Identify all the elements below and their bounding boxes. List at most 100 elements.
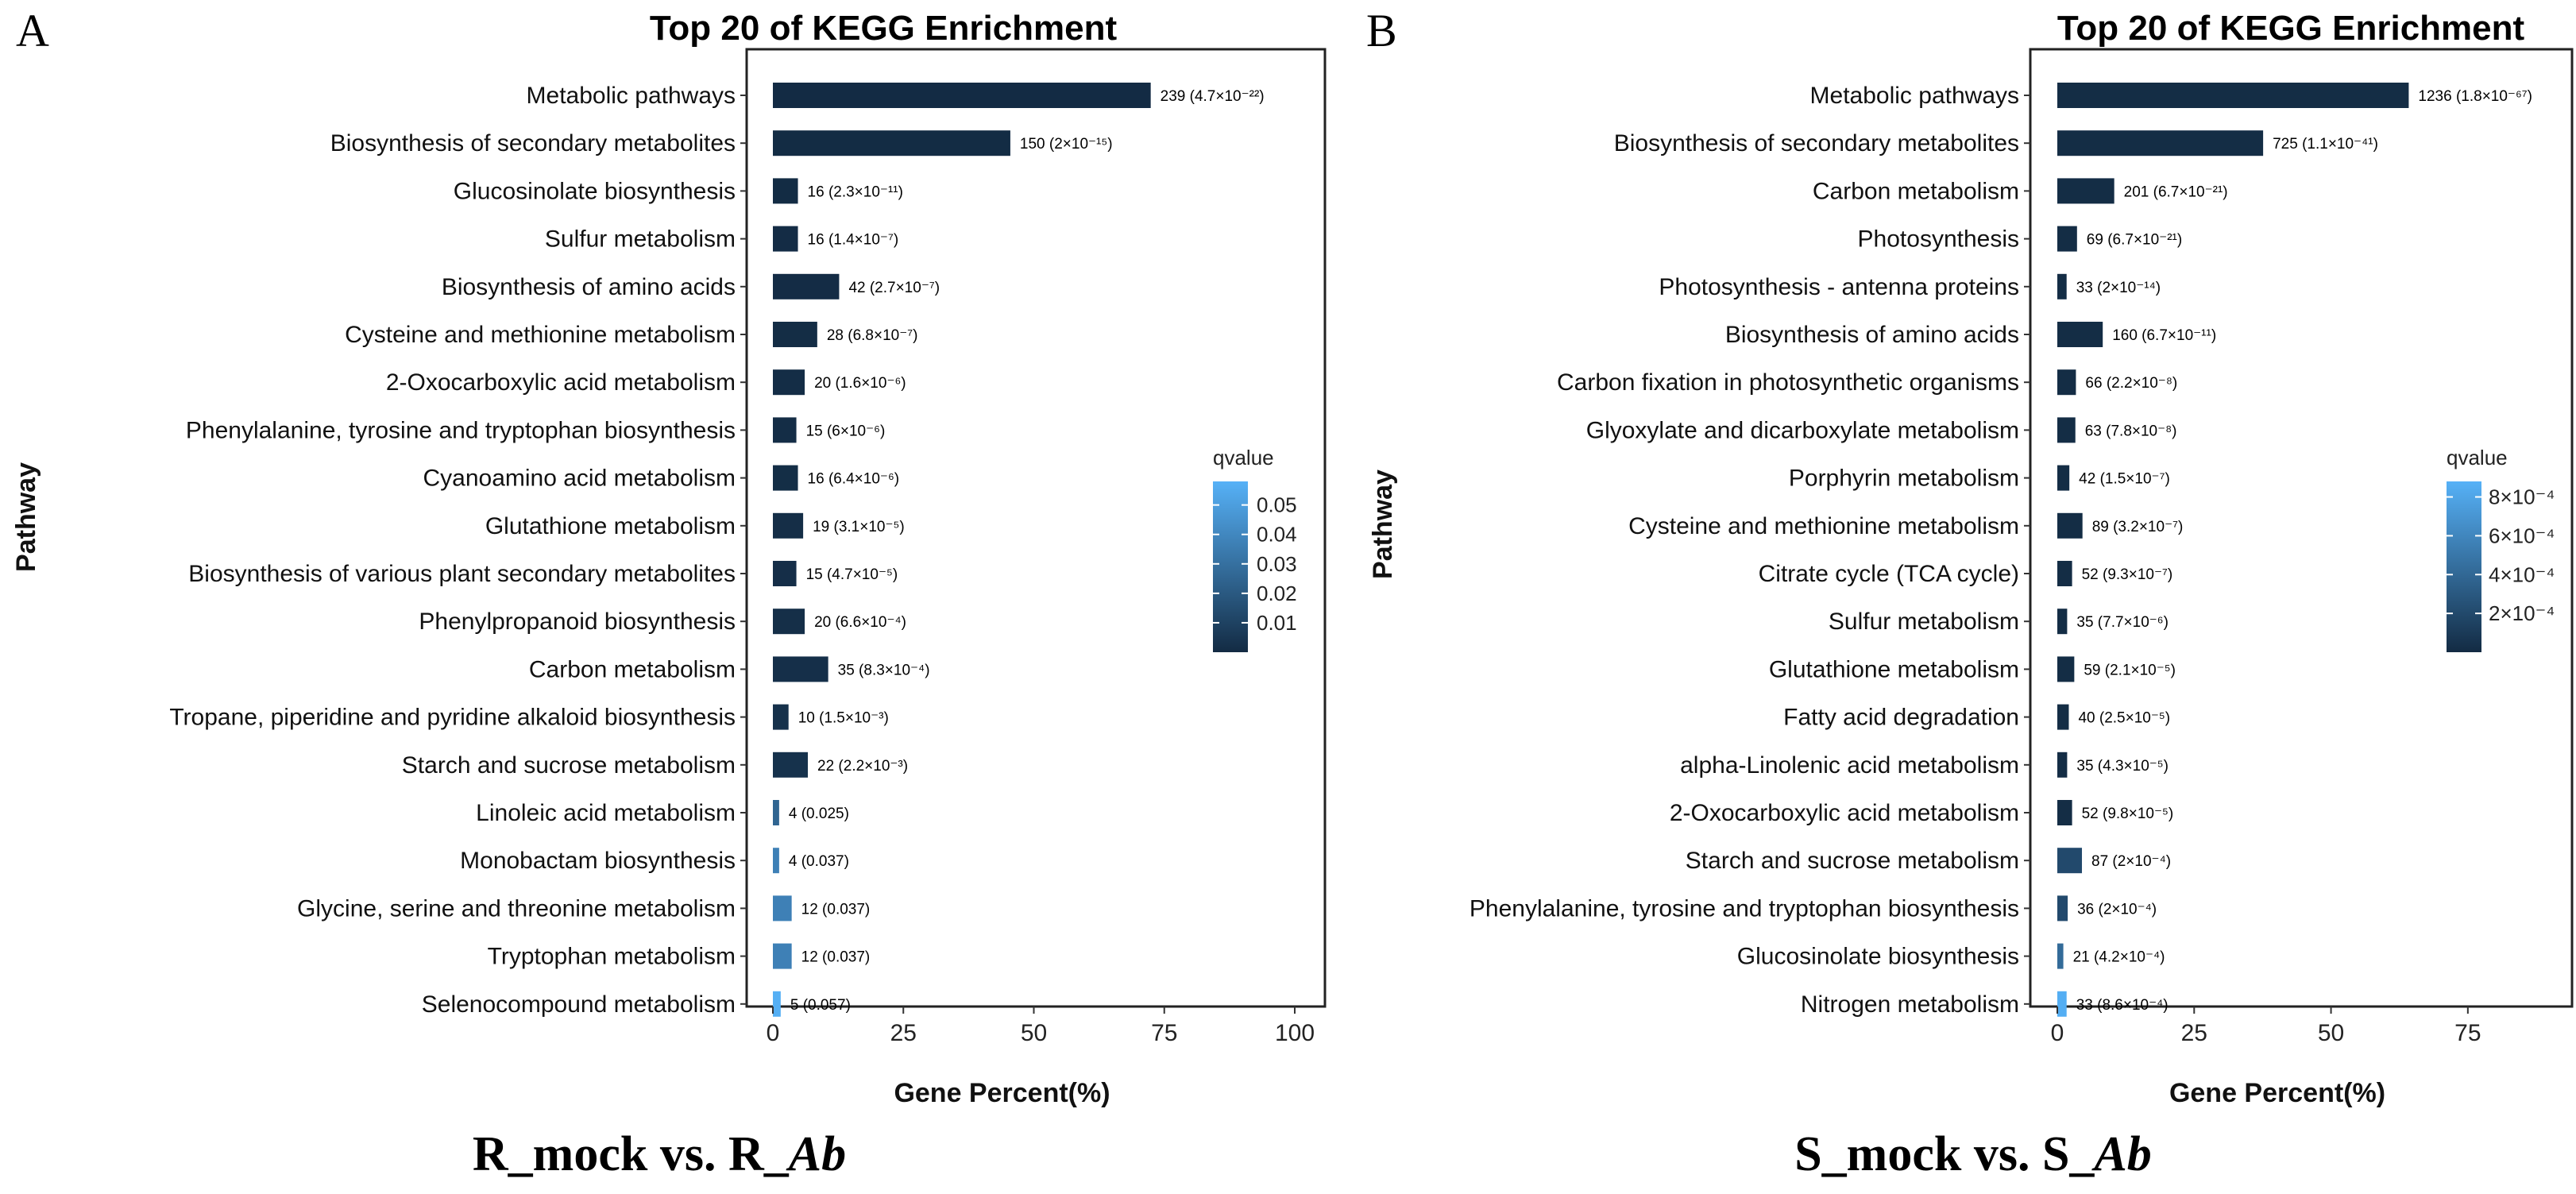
legend-tick-label: 6×10⁻⁴ bbox=[2489, 524, 2555, 547]
bar-data-label: 21 (4.2×10⁻⁴) bbox=[2073, 949, 2165, 966]
bar bbox=[773, 752, 809, 778]
pathway-label: 2-Oxocarboxylic acid metabolism bbox=[386, 369, 736, 396]
pathway-label: 2-Oxocarboxylic acid metabolism bbox=[1670, 800, 2019, 826]
bar-data-label: 19 (3.1×10⁻⁵) bbox=[813, 519, 905, 535]
pathway-label: Glutathione metabolism bbox=[1769, 656, 2019, 682]
bar-data-label: 42 (2.7×10⁻⁷) bbox=[848, 280, 940, 296]
pathway-label: Tryptophan metabolism bbox=[488, 944, 736, 970]
bar-data-label: 35 (8.3×10⁻⁴) bbox=[838, 662, 930, 678]
bar bbox=[2057, 848, 2083, 874]
bar-data-label: 16 (6.4×10⁻⁶) bbox=[808, 471, 900, 488]
bar bbox=[773, 704, 789, 730]
bar bbox=[2057, 561, 2072, 586]
x-tick-label: 75 bbox=[1151, 1020, 1177, 1046]
pathway-label: Sulfur metabolism bbox=[1829, 609, 2019, 635]
legend-colorbar bbox=[1213, 481, 1248, 652]
bar-data-label: 40 (2.5×10⁻⁵) bbox=[2078, 710, 2170, 727]
bar-data-label: 725 (1.1×10⁻⁴¹) bbox=[2273, 136, 2378, 153]
bar bbox=[2057, 273, 2067, 299]
bar-data-label: 20 (6.6×10⁻⁴) bbox=[814, 614, 906, 631]
bar-data-label: 5 (0.057) bbox=[790, 997, 851, 1014]
legend-title: qvalue bbox=[2447, 446, 2508, 469]
bar bbox=[773, 991, 781, 1017]
legend-tick-label: 0.05 bbox=[1257, 493, 1297, 517]
bar bbox=[773, 273, 840, 299]
bar-data-label: 59 (2.1×10⁻⁵) bbox=[2084, 662, 2176, 678]
pathway-label: Carbon fixation in photosynthetic organi… bbox=[1557, 369, 2019, 396]
panel-letter: B bbox=[1366, 5, 1397, 56]
pathway-label: Photosynthesis bbox=[1858, 226, 2019, 253]
pathway-label: Linoleic acid metabolism bbox=[476, 800, 736, 826]
bar-data-label: 12 (0.037) bbox=[801, 901, 871, 918]
bar-data-label: 36 (2×10⁻⁴) bbox=[2077, 901, 2157, 918]
x-tick-label: 25 bbox=[890, 1020, 917, 1046]
bar bbox=[773, 895, 792, 922]
legend-tick-label: 4×10⁻⁴ bbox=[2489, 562, 2555, 586]
bar bbox=[773, 178, 798, 204]
pathway-label: Tropane, piperidine and pyridine alkaloi… bbox=[169, 705, 736, 731]
bar bbox=[2057, 800, 2072, 825]
pathway-label: Phenylpropanoid biosynthesis bbox=[419, 609, 736, 635]
bar bbox=[2057, 752, 2068, 778]
bar bbox=[773, 369, 805, 396]
panel-caption: S_mock vs. S_Ab bbox=[1794, 1127, 2152, 1181]
caption-italic-text: Ab bbox=[2091, 1127, 2151, 1181]
bar-data-label: 160 (6.7×10⁻¹¹) bbox=[2112, 327, 2216, 344]
pathway-label: Biosynthesis of secondary metabolites bbox=[1614, 130, 2019, 156]
legend-tick-label: 0.04 bbox=[1257, 523, 1297, 547]
pathway-label: Biosynthesis of amino acids bbox=[1725, 322, 2019, 348]
pathway-label: Phenylalanine, tyrosine and tryptophan b… bbox=[186, 417, 736, 443]
bar-data-label: 28 (6.8×10⁻⁷) bbox=[827, 327, 918, 344]
panel-a: A Top 20 of KEGG Enrichment Metabolic path… bbox=[11, 5, 1327, 1181]
bar-data-label: 87 (2×10⁻⁴) bbox=[2091, 853, 2171, 870]
pathway-label: Biosynthesis of secondary metabolites bbox=[330, 130, 736, 156]
pathway-label: Monobactam biosynthesis bbox=[460, 848, 736, 874]
bar bbox=[2057, 895, 2068, 922]
bar-data-label: 10 (1.5×10⁻³) bbox=[798, 710, 889, 727]
pathway-label: Cysteine and methionine metabolism bbox=[1628, 513, 2019, 539]
bar-data-label: 239 (4.7×10⁻²²) bbox=[1161, 88, 1265, 105]
bar bbox=[2057, 609, 2068, 635]
bar bbox=[2057, 369, 2076, 396]
bar bbox=[773, 83, 1151, 108]
bar bbox=[2057, 656, 2075, 682]
bar-data-label: 89 (3.2×10⁻⁷) bbox=[2092, 519, 2184, 535]
bar-data-label: 1236 (1.8×10⁻⁶⁷) bbox=[2418, 88, 2532, 105]
legend-title: qvalue bbox=[1213, 446, 1274, 469]
pathway-label: Carbon metabolism bbox=[529, 656, 736, 682]
pathway-label: Phenylalanine, tyrosine and tryptophan b… bbox=[1470, 895, 2019, 922]
x-tick-label: 100 bbox=[1275, 1020, 1315, 1046]
bar bbox=[773, 561, 797, 586]
bar bbox=[2057, 178, 2114, 204]
legend-tick-label: 0.02 bbox=[1257, 582, 1297, 605]
bar-data-label: 33 (2×10⁻¹⁴) bbox=[2076, 280, 2161, 296]
bar bbox=[2057, 226, 2077, 252]
bar-data-label: 52 (9.3×10⁻⁷) bbox=[2082, 566, 2173, 583]
bar-data-label: 52 (9.8×10⁻⁵) bbox=[2082, 806, 2174, 822]
x-tick-label: 0 bbox=[767, 1020, 780, 1046]
caption-italic-text: Ab bbox=[786, 1127, 846, 1181]
bar bbox=[2057, 322, 2103, 347]
plot-frame bbox=[2029, 48, 2574, 1008]
pathway-label: Fatty acid degradation bbox=[1783, 705, 2019, 731]
bar-data-label: 22 (2.2×10⁻³) bbox=[817, 758, 908, 775]
bar-data-label: 201 (6.7×10⁻²¹) bbox=[2124, 184, 2228, 200]
bar bbox=[773, 943, 792, 969]
pathway-label: Porphyrin metabolism bbox=[1789, 466, 2019, 492]
x-tick-label: 75 bbox=[2454, 1020, 2481, 1046]
pathway-label: Carbon metabolism bbox=[1813, 178, 2019, 204]
panel-letter: A bbox=[16, 5, 49, 56]
bar bbox=[773, 656, 828, 682]
bar bbox=[773, 512, 804, 539]
bar bbox=[2057, 465, 2070, 491]
x-tick-label: 50 bbox=[2318, 1020, 2344, 1046]
pathway-label: Glucosinolate biosynthesis bbox=[1737, 944, 2019, 970]
pathway-label: Cyanoamino acid metabolism bbox=[423, 466, 736, 492]
bar-data-label: 35 (7.7×10⁻⁶) bbox=[2076, 614, 2169, 631]
pathway-label: Photosynthesis - antenna proteins bbox=[1659, 274, 2019, 300]
bar-data-label: 33 (8.6×10⁻⁴) bbox=[2076, 997, 2169, 1014]
bar bbox=[773, 609, 805, 635]
x-tick-label: 0 bbox=[2051, 1020, 2064, 1046]
pathway-label: Glucosinolate biosynthesis bbox=[454, 178, 736, 204]
